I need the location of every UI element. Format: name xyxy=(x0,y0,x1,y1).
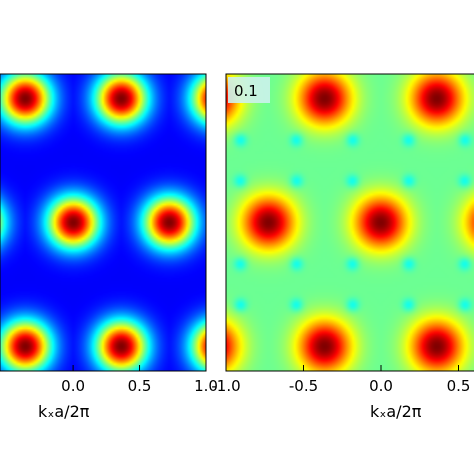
x-tick-label: 0.5 xyxy=(447,377,471,395)
heatmap-panel-left: 0.0 0.5 1.0 kₓa/2π xyxy=(0,73,218,421)
x-axis-label-left: kₓa/2π xyxy=(38,402,90,421)
x-axis-label-right: kₓa/2π xyxy=(370,402,422,421)
heatmap-panel-right: -1.0 -0.5 0.0 0.5 kₓa/2π 0.1 xyxy=(211,73,474,421)
x-tick-label: -0.5 xyxy=(289,377,318,395)
plot-frame-left xyxy=(0,73,207,372)
x-tick-label: 0.0 xyxy=(369,377,393,395)
panel-label-box: 0.1 xyxy=(228,77,270,103)
x-tick-label: 0.5 xyxy=(128,377,152,395)
heatmap-right-image xyxy=(226,74,474,371)
plot-frame-right xyxy=(225,73,474,372)
x-tick-label: 0.0 xyxy=(61,377,85,395)
x-ticks-left: 0.0 0.5 1.0 xyxy=(61,365,218,395)
heatmap-left-image xyxy=(0,74,206,371)
x-tick-label: 1.0 xyxy=(194,377,218,395)
x-tick-label: -1.0 xyxy=(211,377,240,395)
panel-label-right: 0.1 xyxy=(234,82,258,100)
x-ticks-right: -1.0 -0.5 0.0 0.5 xyxy=(211,365,470,395)
